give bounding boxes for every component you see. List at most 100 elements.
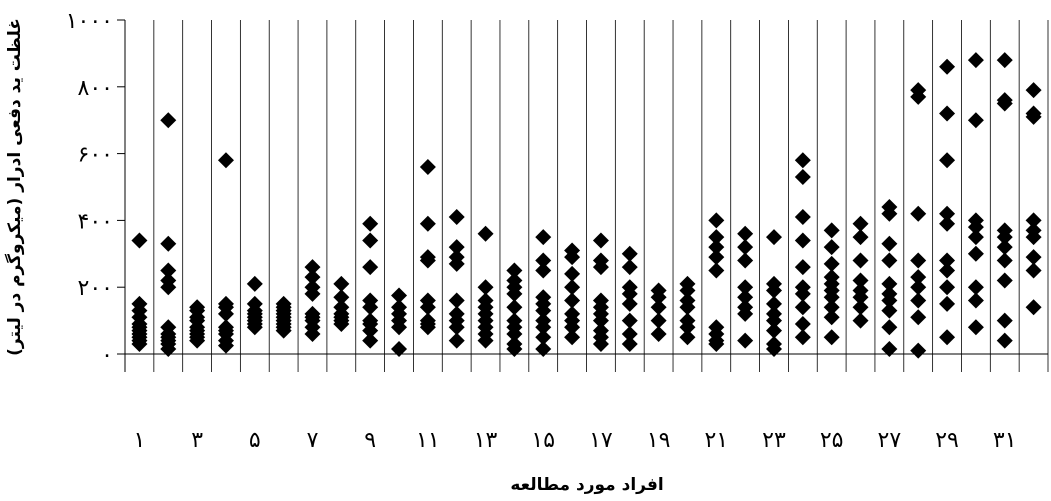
data-point-diamond: [823, 299, 840, 316]
data-point-diamond: [448, 239, 465, 256]
data-point-diamond: [650, 312, 667, 329]
data-point-diamond: [737, 305, 754, 322]
data-point-diamond: [794, 209, 811, 226]
data-point-diamond: [275, 322, 292, 339]
data-point-diamond: [419, 252, 436, 269]
data-point-diamond: [477, 279, 494, 296]
data-point-diamond: [881, 340, 898, 357]
data-point-diamond: [679, 299, 696, 316]
data-point-diamond: [996, 239, 1013, 256]
data-point-diamond: [362, 259, 379, 276]
data-point-diamond: [621, 312, 638, 329]
data-point-diamond: [189, 332, 206, 349]
data-point-diamond: [217, 152, 234, 169]
data-point-diamond: [592, 232, 609, 249]
data-point-diamond: [448, 319, 465, 336]
data-point-diamond: [910, 292, 927, 309]
data-point-diamond: [823, 289, 840, 306]
data-point-diamond: [881, 252, 898, 269]
data-point-diamond: [564, 319, 581, 336]
data-point-diamond: [996, 312, 1013, 329]
data-point-diamond: [535, 329, 552, 346]
x-tick-label: ۲۷: [878, 428, 902, 453]
data-point-diamond: [362, 232, 379, 249]
data-point-diamond: [304, 269, 321, 286]
y-axis-ticks: ۰ ۲۰۰ ۴۰۰ ۶۰۰ ۸۰۰ ۱۰۰۰: [66, 9, 125, 368]
x-tick-label: ۱۵: [531, 428, 555, 453]
data-point-diamond: [506, 285, 523, 302]
x-axis-title: افراد مورد مطالعه: [510, 475, 663, 495]
data-point-diamond: [246, 319, 263, 336]
data-point-diamond: [564, 249, 581, 266]
data-point-diamond: [794, 299, 811, 316]
data-point-diamond: [217, 337, 234, 354]
data-point-diamond: [679, 329, 696, 346]
data-point-diamond: [592, 335, 609, 352]
data-point-diamond: [708, 212, 725, 229]
data-point-diamond: [131, 232, 148, 249]
x-axis-ticks: ۱ ۳ ۵ ۷ ۹ ۱۱ ۱۳ ۱۵ ۱۷ ۱۹ ۲۱ ۲۳ ۲۵ ۲۷ ۲۹ ۳۱: [134, 428, 1017, 453]
data-point-diamond: [708, 335, 725, 352]
data-point-diamond: [362, 215, 379, 232]
data-point-diamond: [564, 279, 581, 296]
x-tick-label: ۱۹: [647, 428, 671, 453]
data-point-diamond: [650, 325, 667, 342]
data-point-diamond: [823, 255, 840, 272]
data-point-diamond: [794, 232, 811, 249]
data-point-diamond: [448, 332, 465, 349]
data-point-diamond: [679, 319, 696, 336]
data-point-diamond: [160, 340, 177, 357]
data-point-diamond: [996, 95, 1013, 112]
x-tick-label: ۲۵: [820, 428, 844, 453]
data-point-diamond: [967, 319, 984, 336]
data-point-diamond: [1025, 229, 1042, 246]
data-point-diamond: [160, 235, 177, 252]
data-point-diamond: [967, 52, 984, 69]
data-point-diamond: [564, 292, 581, 309]
data-point-diamond: [362, 332, 379, 349]
data-point-diamond: [564, 329, 581, 346]
data-point-diamond: [535, 340, 552, 357]
data-point-diamond: [939, 205, 956, 222]
data-point-diamond: [160, 262, 177, 279]
data-point-diamond: [910, 88, 927, 105]
data-point-diamond: [939, 329, 956, 346]
data-point-diamond: [881, 319, 898, 336]
data-point-diamond: [852, 299, 869, 316]
data-point-diamond: [160, 279, 177, 296]
data-point-diamond: [650, 289, 667, 306]
data-point-diamond: [794, 168, 811, 185]
data-point-diamond: [910, 342, 927, 359]
data-point-diamond: [794, 285, 811, 302]
data-point-diamond: [246, 275, 263, 292]
data-point-diamond: [477, 225, 494, 242]
data-point-diamond: [217, 305, 234, 322]
data-point-diamond: [823, 309, 840, 326]
data-point-diamond: [910, 309, 927, 326]
data-point-diamond: [794, 259, 811, 276]
data-point-diamond: [737, 239, 754, 256]
data-point-diamond: [448, 209, 465, 226]
data-point-diamond: [765, 229, 782, 246]
data-point-diamond: [506, 262, 523, 279]
data-point-diamond: [967, 112, 984, 129]
data-point-diamond: [996, 52, 1013, 69]
data-point-diamond: [823, 222, 840, 239]
x-tick-label: ۲۳: [762, 428, 786, 453]
data-point-diamond: [765, 295, 782, 312]
data-point-diamond: [708, 239, 725, 256]
data-point-diamond: [535, 229, 552, 246]
data-point-diamond: [939, 58, 956, 75]
x-tick-label: ۳: [191, 428, 203, 453]
data-point-diamond: [506, 325, 523, 342]
data-point-diamond: [794, 329, 811, 346]
data-point-diamond: [333, 315, 350, 332]
data-point-diamond: [765, 312, 782, 329]
data-point-diamond: [881, 302, 898, 319]
data-point-diamond: [852, 289, 869, 306]
data-point-diamond: [765, 322, 782, 339]
data-point-diamond: [621, 285, 638, 302]
x-tick-label: ۱۱: [416, 428, 440, 453]
data-point-diamond: [535, 262, 552, 279]
